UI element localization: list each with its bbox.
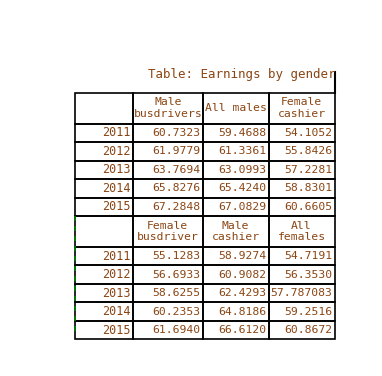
- Text: 2015: 2015: [102, 200, 131, 213]
- Bar: [203, 247, 269, 265]
- Bar: [133, 302, 203, 321]
- Text: 65.4240: 65.4240: [218, 183, 266, 193]
- Text: 67.2848: 67.2848: [152, 202, 201, 212]
- Text: 60.2353: 60.2353: [152, 306, 201, 317]
- Text: Male
busdrivers: Male busdrivers: [133, 97, 202, 119]
- Bar: [75, 247, 133, 265]
- Text: 65.8276: 65.8276: [152, 183, 201, 193]
- Bar: [75, 216, 133, 247]
- Text: 2014: 2014: [102, 305, 131, 318]
- Text: 2011: 2011: [102, 250, 131, 262]
- Bar: [75, 321, 133, 339]
- Bar: [203, 179, 269, 197]
- Bar: [75, 124, 133, 142]
- Bar: [75, 197, 133, 216]
- Text: 55.1283: 55.1283: [152, 251, 201, 261]
- Bar: [75, 142, 133, 161]
- Bar: [269, 265, 335, 284]
- Bar: [75, 284, 133, 302]
- Text: 56.3530: 56.3530: [284, 270, 332, 280]
- Text: 58.9274: 58.9274: [218, 251, 266, 261]
- Bar: [133, 197, 203, 216]
- Text: Table: Earnings by gender: Table: Earnings by gender: [148, 68, 335, 81]
- Bar: [269, 197, 335, 216]
- Text: 54.1052: 54.1052: [284, 128, 332, 138]
- Text: 61.3361: 61.3361: [218, 146, 266, 156]
- Bar: [203, 161, 269, 179]
- Text: 60.6605: 60.6605: [284, 202, 332, 212]
- Bar: [133, 142, 203, 161]
- Text: 2015: 2015: [102, 323, 131, 337]
- Text: 60.9082: 60.9082: [218, 270, 266, 280]
- Text: 59.4688: 59.4688: [218, 128, 266, 138]
- Text: Female
cashier: Female cashier: [277, 97, 325, 119]
- Bar: [133, 265, 203, 284]
- Bar: [75, 265, 133, 284]
- Bar: [269, 124, 335, 142]
- Bar: [269, 161, 335, 179]
- Bar: [269, 216, 335, 247]
- Text: 63.7694: 63.7694: [152, 165, 201, 175]
- Text: 2013: 2013: [102, 287, 131, 300]
- Text: 58.6255: 58.6255: [152, 288, 201, 298]
- Bar: [203, 321, 269, 339]
- Bar: [203, 216, 269, 247]
- Text: 60.7323: 60.7323: [152, 128, 201, 138]
- Bar: [203, 302, 269, 321]
- Text: 66.6120: 66.6120: [218, 325, 266, 335]
- Text: All
females: All females: [277, 221, 325, 242]
- Bar: [203, 197, 269, 216]
- Bar: [133, 161, 203, 179]
- Bar: [133, 247, 203, 265]
- Text: 62.4293: 62.4293: [218, 288, 266, 298]
- Text: 55.8426: 55.8426: [284, 146, 332, 156]
- Text: 61.6940: 61.6940: [152, 325, 201, 335]
- Bar: [203, 93, 269, 124]
- Bar: [133, 93, 203, 124]
- Bar: [75, 302, 133, 321]
- Bar: [75, 93, 133, 124]
- Text: 54.7191: 54.7191: [284, 251, 332, 261]
- Text: 57.787083: 57.787083: [270, 288, 332, 298]
- Bar: [133, 321, 203, 339]
- Text: 2013: 2013: [102, 163, 131, 176]
- Text: 2012: 2012: [102, 145, 131, 158]
- Bar: [75, 161, 133, 179]
- Text: 56.6933: 56.6933: [152, 270, 201, 280]
- Text: All males: All males: [205, 103, 267, 113]
- Text: Female
busdriver: Female busdriver: [137, 221, 199, 242]
- Text: 2012: 2012: [102, 268, 131, 281]
- Bar: [269, 302, 335, 321]
- Text: 63.0993: 63.0993: [218, 165, 266, 175]
- Text: 2014: 2014: [102, 182, 131, 195]
- Bar: [203, 284, 269, 302]
- Bar: [269, 179, 335, 197]
- Text: 64.8186: 64.8186: [218, 306, 266, 317]
- Bar: [203, 142, 269, 161]
- Bar: [133, 124, 203, 142]
- Text: 59.2516: 59.2516: [284, 306, 332, 317]
- Bar: [269, 93, 335, 124]
- Bar: [133, 284, 203, 302]
- Bar: [269, 247, 335, 265]
- Text: Male
cashier: Male cashier: [212, 221, 260, 242]
- Text: 67.0829: 67.0829: [218, 202, 266, 212]
- Text: 60.8672: 60.8672: [284, 325, 332, 335]
- Bar: [133, 216, 203, 247]
- Text: 57.2281: 57.2281: [284, 165, 332, 175]
- Text: 2011: 2011: [102, 126, 131, 139]
- Text: 61.9779: 61.9779: [152, 146, 201, 156]
- Bar: [75, 179, 133, 197]
- Bar: [269, 142, 335, 161]
- Text: 58.8301: 58.8301: [284, 183, 332, 193]
- Bar: [269, 321, 335, 339]
- Bar: [133, 179, 203, 197]
- Bar: [269, 284, 335, 302]
- Bar: [203, 265, 269, 284]
- Bar: [203, 124, 269, 142]
